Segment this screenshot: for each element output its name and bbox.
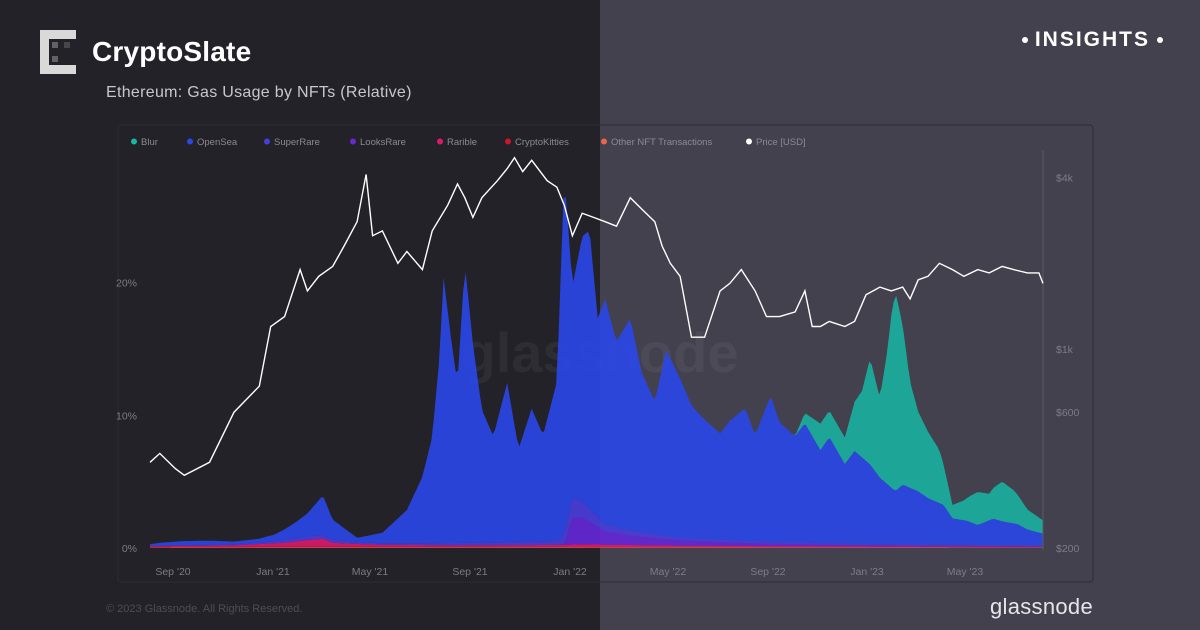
x-axis-ticks: Sep '20 Jan '21 May '21 Sep '21 Jan '22 May '… <box>155 566 983 578</box>
y-left-tick-label: 0% <box>122 543 137 555</box>
y-left-tick-label: 20% <box>116 278 137 290</box>
series-price-line <box>149 156 1044 477</box>
legend-label: SuperRare <box>274 137 320 148</box>
area-superrare <box>150 498 1043 547</box>
y-right-axis-ticks: $200 $600 $1k $4k <box>1056 173 1080 555</box>
legend-item-opensea[interactable]: OpenSea <box>187 137 238 148</box>
legend-swatch <box>187 138 193 145</box>
legend-swatch <box>601 138 607 145</box>
legend-label: Price [USD] <box>756 137 806 148</box>
area-rarible <box>150 538 1043 548</box>
y-right-tick-label: $600 <box>1056 407 1080 419</box>
legend-label: Other NFT Transactions <box>611 137 712 148</box>
legend-item-superrare[interactable]: SuperRare <box>264 137 320 148</box>
legend-item-blur[interactable]: Blur <box>131 137 158 148</box>
legend-item-price-usd[interactable]: Price [USD] <box>746 137 806 148</box>
legend-swatch <box>437 138 443 145</box>
cryptoslate-logo-icon <box>40 30 76 74</box>
y-right-tick-label: $1k <box>1056 344 1074 356</box>
legend-item-other-nft-transactions[interactable]: Other NFT Transactions <box>601 137 712 148</box>
legend-label: OpenSea <box>197 137 238 148</box>
insights-label: INSIGHTS <box>1034 28 1150 51</box>
legend-swatch <box>746 138 752 145</box>
price-line-group <box>149 156 1044 477</box>
x-tick-label: Jan '23 <box>850 566 884 578</box>
legend-label: Rarible <box>447 137 477 148</box>
brand-name: CryptoSlate <box>92 36 252 67</box>
stacked-areas <box>150 197 1043 548</box>
legend-swatch <box>131 138 137 145</box>
copyright-text: © 2023 Glassnode. All Rights Reserved. <box>106 603 303 615</box>
y-left-axis-ticks: 0% 10% 20% <box>116 278 137 555</box>
x-tick-label: Jan '21 <box>256 566 290 578</box>
x-tick-label: Sep '21 <box>452 566 487 578</box>
x-tick-label: Jan '22 <box>553 566 587 578</box>
x-tick-label: May '22 <box>650 566 687 578</box>
legend-label: LooksRare <box>360 137 406 148</box>
y-right-tick-label: $4k <box>1056 173 1074 185</box>
area-opensea <box>150 197 1043 546</box>
x-tick-label: Sep '22 <box>750 566 785 578</box>
x-tick-label: Sep '20 <box>155 566 190 578</box>
area-looksrare <box>150 517 1043 547</box>
y-left-tick-label: 10% <box>116 410 137 422</box>
bullet-icon <box>1021 37 1028 43</box>
brand-header[interactable]: CryptoSlate <box>40 30 251 74</box>
legend-swatch <box>264 138 270 145</box>
area-blur <box>150 197 1043 545</box>
legend-label: CryptoKitties <box>515 137 569 148</box>
area-cryptokitties <box>150 546 1043 548</box>
legend-swatch <box>505 138 511 145</box>
insights-tag: INSIGHTS <box>1015 28 1170 52</box>
x-tick-label: May '23 <box>947 566 984 578</box>
legend-item-cryptokitties[interactable]: CryptoKitties <box>505 137 569 148</box>
provider-logo: glassnode <box>990 594 1093 619</box>
y-right-tick-label: $200 <box>1056 543 1080 555</box>
plot-frame <box>117 124 1094 583</box>
area-other-nft-transactions <box>150 547 1043 548</box>
bullet-icon <box>1157 37 1163 43</box>
legend-item-rarible[interactable]: Rarible <box>437 137 477 148</box>
legend: Blur OpenSea SuperRare LooksRare Rarible Cryp… <box>131 137 806 148</box>
legend-swatch <box>350 138 356 145</box>
chart-title: Ethereum: Gas Usage by NFTs (Relative) <box>106 84 412 101</box>
x-tick-label: May '21 <box>352 566 389 578</box>
legend-item-looksrare[interactable]: LooksRare <box>350 137 406 148</box>
legend-label: Blur <box>141 137 158 148</box>
